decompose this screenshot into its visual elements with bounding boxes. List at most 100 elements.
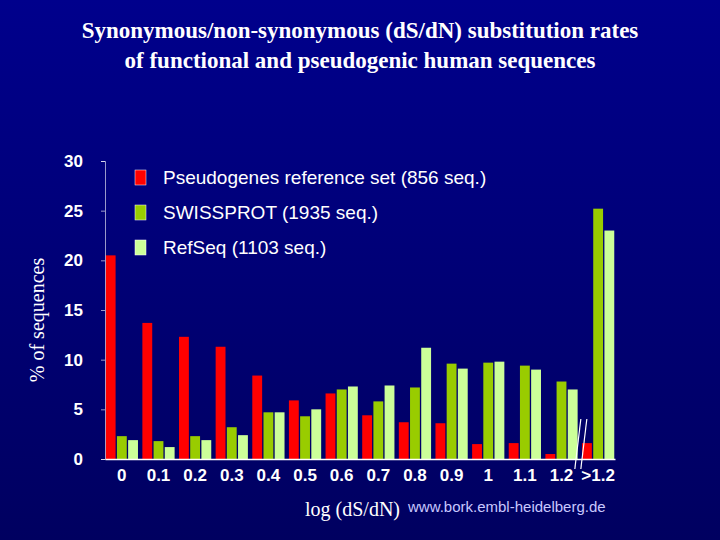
x-tick: >1.2 <box>581 459 615 485</box>
bar <box>311 409 321 459</box>
x-tick-label: 0.8 <box>403 466 427 485</box>
legend-label: RefSeq (1103 seq.) <box>163 237 326 258</box>
y-tick-label: 15 <box>64 301 83 320</box>
bar <box>216 347 226 459</box>
y-tick-label: 10 <box>64 351 83 370</box>
series <box>117 209 603 459</box>
bar <box>238 435 248 459</box>
bar <box>435 423 445 459</box>
bar <box>509 443 519 459</box>
bar <box>545 454 555 459</box>
bar <box>227 427 237 459</box>
bar <box>447 364 457 459</box>
bar <box>410 387 420 459</box>
y-tick: 30 <box>64 152 105 171</box>
bar <box>300 416 310 459</box>
bar <box>190 436 200 459</box>
x-tick-label: 1 <box>483 466 492 485</box>
y-tick-mark <box>101 310 105 311</box>
bar <box>399 422 409 459</box>
bar <box>263 412 273 459</box>
series <box>106 255 592 459</box>
x-tick-label: 1.1 <box>513 466 537 485</box>
bar <box>495 362 505 459</box>
x-tick: 0 <box>117 459 126 485</box>
axis-break <box>575 419 581 469</box>
x-tick-label: 0 <box>117 466 126 485</box>
x-tick: 0.8 <box>403 459 427 485</box>
x-tick: 0.1 <box>147 459 171 485</box>
y-tick-label: 25 <box>64 202 83 221</box>
y-tick-mark <box>101 161 105 162</box>
annotation: www.bork.embl-heidelberg.de <box>407 498 606 515</box>
chart: Synonymous/non-synonymous (dS/dN) substi… <box>0 0 720 540</box>
bar <box>337 389 347 459</box>
bar <box>568 389 578 459</box>
legend-label: Pseudogenes reference set (856 seq.) <box>163 167 486 188</box>
x-tick: 0.3 <box>220 459 244 485</box>
x-tick-label: 0.2 <box>183 466 207 485</box>
bar <box>275 412 285 459</box>
bar <box>362 415 372 459</box>
legend-swatch <box>135 240 146 255</box>
y-tick: 25 <box>64 202 105 221</box>
y-tick-mark <box>101 211 105 212</box>
bar <box>458 369 468 459</box>
bar <box>385 385 395 459</box>
bar <box>557 382 567 459</box>
legend-swatch <box>135 205 146 220</box>
x-axis: 0 0.1 0.2 0.3 0.4 0.5 0.6 0.7 0.8 0.9 1 1.1 1.2 >1.2 <box>106 459 616 485</box>
y-tick: 15 <box>64 301 105 320</box>
series <box>128 231 614 459</box>
bar <box>289 400 299 459</box>
y-axis-line <box>101 162 106 460</box>
y-tick-mark <box>101 459 105 460</box>
y-tick-mark <box>101 260 105 261</box>
bar <box>421 348 431 459</box>
y-tick-mark <box>101 409 105 410</box>
x-tick-label: 0.9 <box>440 466 464 485</box>
legend-swatch <box>135 170 146 185</box>
x-tick: 1.1 <box>513 459 537 485</box>
y-tick: 10 <box>64 351 105 370</box>
legend-label: SWISSPROT (1935 seq.) <box>163 202 378 223</box>
x-axis-line <box>106 459 616 461</box>
bar <box>520 366 530 459</box>
x-tick-label: 0.5 <box>293 466 317 485</box>
bar <box>165 447 175 459</box>
x-tick-label: 0.6 <box>330 466 354 485</box>
bar <box>128 440 138 459</box>
y-axis-title: % of sequences <box>26 258 49 383</box>
plot-area <box>106 209 615 459</box>
bar <box>117 436 127 459</box>
y-tick-mark <box>101 360 105 361</box>
x-tick: 1.2 <box>550 459 574 485</box>
bar <box>604 231 614 459</box>
x-axis-title: log (dS/dN) <box>305 498 400 521</box>
y-tick: 5 <box>74 400 105 419</box>
x-tick: 0.2 <box>183 459 207 485</box>
x-tick: 0.6 <box>330 459 354 485</box>
bar <box>593 209 603 459</box>
bar <box>252 376 262 459</box>
x-tick: 1 <box>483 459 492 485</box>
bar <box>483 363 493 459</box>
bar <box>348 386 358 459</box>
y-tick-label: 0 <box>74 450 83 469</box>
bar <box>142 323 152 459</box>
x-tick-label: 0.7 <box>366 466 390 485</box>
y-tick-label: 5 <box>74 400 83 419</box>
bar <box>531 370 541 459</box>
y-tick-label: 30 <box>64 152 83 171</box>
x-tick-label: 1.2 <box>550 466 574 485</box>
y-axis: 051015202530 <box>64 152 105 469</box>
bar <box>373 401 383 459</box>
background <box>0 0 720 540</box>
bar <box>201 440 211 459</box>
legend: Pseudogenes reference set (856 seq.) SWIS… <box>135 167 486 258</box>
bar <box>326 393 336 459</box>
x-tick: 0.4 <box>257 459 281 485</box>
x-tick-label: 0.3 <box>220 466 244 485</box>
x-tick-label: >1.2 <box>581 466 615 485</box>
bar <box>179 337 189 459</box>
